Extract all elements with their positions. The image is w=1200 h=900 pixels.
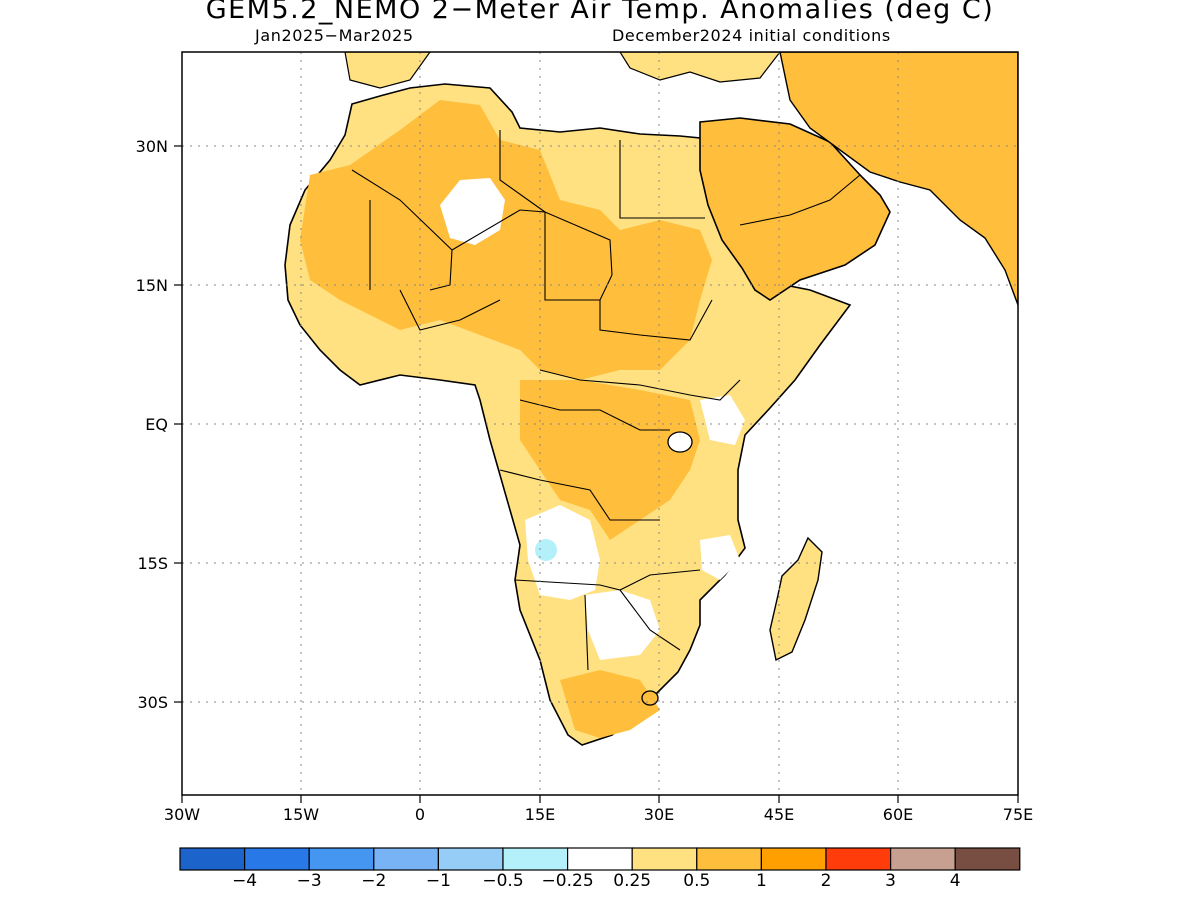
europe-landmass xyxy=(344,52,431,89)
x-tick-label: 15W xyxy=(283,805,319,824)
neutral-patch-angola-namibia xyxy=(525,505,600,600)
colorbar-label: 3 xyxy=(885,871,897,891)
arabia-landmass xyxy=(699,117,891,301)
colorbar-swatch xyxy=(308,847,375,871)
x-tick-label: 30W xyxy=(164,805,200,824)
y-tick-label: 15S xyxy=(137,554,168,573)
x-tick-label: 45E xyxy=(764,805,794,824)
y-tick-label: 30S xyxy=(137,693,168,712)
colorbar-swatch xyxy=(373,847,439,871)
colorbar-swatch xyxy=(825,847,892,871)
country-borders xyxy=(351,130,861,671)
lake-victoria xyxy=(667,431,693,453)
colorbar-label: −0.5 xyxy=(482,871,524,891)
madagascar xyxy=(769,536,823,662)
anomaly-patch-central-africa xyxy=(520,380,700,540)
y-tick-label: 30N xyxy=(136,137,168,156)
colorbar-label: 0.5 xyxy=(683,871,711,891)
colorbar-label: 1 xyxy=(755,871,767,891)
y-tick-label: 15N xyxy=(136,276,168,295)
anomaly-patch-sahara xyxy=(300,100,712,380)
colorbar-label: −4 xyxy=(232,871,258,891)
colorbar-swatch xyxy=(179,847,246,871)
y-tick-labels: 30N 15N EQ 15S 30S xyxy=(136,137,168,712)
colorbar-swatch xyxy=(696,847,762,871)
colorbar-label: −0.25 xyxy=(541,871,594,891)
x-tick-label: 15E xyxy=(525,805,555,824)
x-tick-labels: 30W 15W 0 15E 30E 45E 60E 75E xyxy=(164,805,1033,824)
mediterranean-north-landmass xyxy=(619,52,781,83)
graticule xyxy=(182,52,1018,795)
colorbar-label: 4 xyxy=(949,871,961,891)
x-tick-label: 30E xyxy=(644,805,674,824)
asia-landmass xyxy=(779,52,1018,306)
lesotho-outline xyxy=(641,690,659,706)
neutral-patch-east-africa xyxy=(700,395,745,445)
period-label: Jan2025−Mar2025 xyxy=(255,26,414,45)
x-tick-label: 60E xyxy=(883,805,913,824)
x-tick-label: 75E xyxy=(1003,805,1033,824)
initial-conditions-label: December2024 initial conditions xyxy=(612,26,891,45)
y-tick-label: EQ xyxy=(145,415,168,434)
axis-ticks xyxy=(174,145,1019,803)
anomaly-patch-south-africa xyxy=(560,670,660,738)
colorbar-label: 0.25 xyxy=(613,871,652,891)
colorbar-label: −3 xyxy=(296,871,322,891)
colorbar-label: −2 xyxy=(361,871,387,891)
map-title: GEM5.2_NEMO 2−Meter Air Temp. Anomalies … xyxy=(205,0,995,25)
colorbar-swatch xyxy=(760,847,827,871)
colorbar-label: 2 xyxy=(820,871,832,891)
colorbar-label: −1 xyxy=(425,871,451,891)
colorbar-swatch xyxy=(502,847,569,871)
colorbar-swatch xyxy=(631,847,698,871)
colorbar xyxy=(179,847,1021,871)
colorbar-swatch xyxy=(244,847,310,871)
cool-patch-namibia xyxy=(535,539,557,561)
colorbar-swatch xyxy=(566,847,633,871)
colorbar-swatch xyxy=(889,847,956,871)
colorbar-swatch xyxy=(954,847,1021,871)
neutral-patch-mozambique xyxy=(700,535,740,580)
colorbar-swatch xyxy=(437,847,504,871)
neutral-patch-botswana xyxy=(585,590,660,660)
x-tick-label: 0 xyxy=(415,805,425,824)
